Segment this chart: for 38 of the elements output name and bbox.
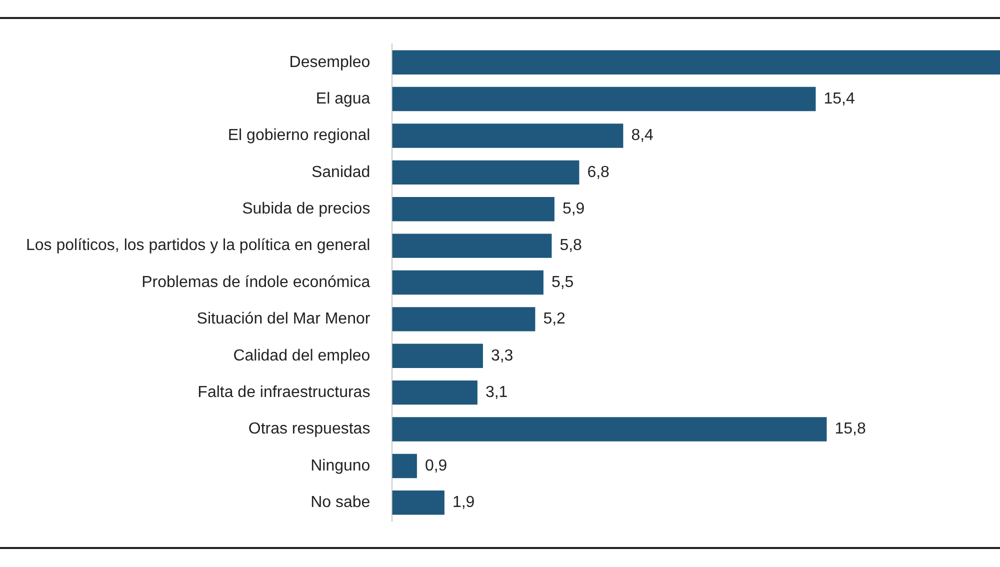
- bar: [392, 490, 444, 515]
- y-tick-label: Falta de infraestructuras: [198, 384, 370, 401]
- data-label: 5,9: [562, 200, 585, 218]
- bar: [392, 86, 816, 112]
- data-label: 15,8: [834, 420, 866, 438]
- data-label: 3,1: [485, 384, 508, 401]
- bar: [392, 307, 536, 332]
- bar: [392, 160, 580, 185]
- bar: [392, 344, 483, 368]
- y-tick-label: Calidad del empleo: [233, 347, 370, 364]
- data-label: 6,8: [587, 164, 610, 181]
- data-label: 15,4: [824, 90, 855, 108]
- bar: [392, 454, 417, 478]
- bar: [392, 380, 478, 405]
- y-tick-label: El agua: [316, 90, 370, 108]
- y-tick-label: No sabe: [310, 494, 370, 512]
- data-label: 0,9: [424, 457, 448, 474]
- bar: [392, 417, 827, 442]
- bar: [392, 124, 624, 148]
- bar: [392, 234, 552, 258]
- y-tick-label: Subida de precios: [242, 200, 370, 218]
- y-tick-label: Ninguno: [310, 457, 370, 474]
- y-tick-label: Desempleo: [289, 54, 370, 71]
- data-label: 5,2: [543, 310, 566, 328]
- y-tick-label: Sanidad: [311, 164, 370, 181]
- bar: [392, 197, 554, 222]
- y-tick-label: Problemas de índole económica: [142, 274, 370, 291]
- data-label: 8,4: [631, 127, 654, 144]
- bar: [392, 270, 544, 295]
- data-label: 1,9: [452, 494, 475, 512]
- data-label: 5,5: [551, 274, 574, 291]
- y-tick-label: Situación del Mar Menor: [196, 310, 371, 328]
- data-label: 3,3: [490, 347, 514, 364]
- data-label: 5,8: [560, 237, 582, 254]
- y-tick-label: Los políticos, los partidos y la política en general: [26, 237, 370, 254]
- y-tick-label: Otras respuestas: [248, 420, 370, 438]
- bar: [392, 50, 1000, 74]
- y-tick-label: El gobierno regional: [228, 127, 370, 144]
